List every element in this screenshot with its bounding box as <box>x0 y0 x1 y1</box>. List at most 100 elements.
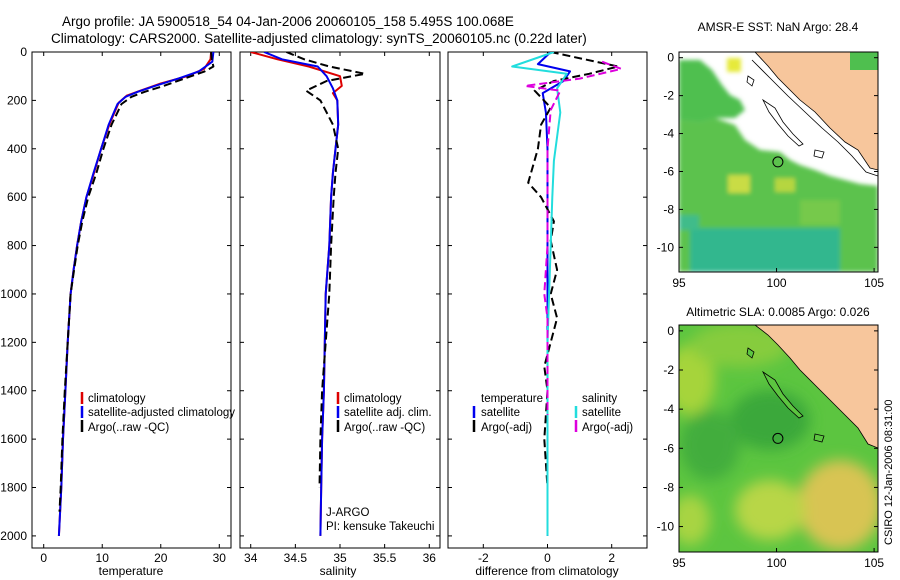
legend-label-satellite-adjusted: satellite-adjusted climatology <box>88 407 235 419</box>
y-tick-label: 800 <box>7 239 27 253</box>
temperature-legend: climatology satellite-adjusted climatolo… <box>80 392 235 434</box>
difference-panel: -2 0 2 difference from climatology tempera… <box>447 51 648 578</box>
map-y-tick-label: 0 <box>667 51 674 65</box>
y-tick-label: 200 <box>7 93 27 107</box>
map-y-tick-label: -6 <box>663 164 674 178</box>
salinity-plot-frame <box>239 51 441 549</box>
sst-patch-lightgreen <box>800 200 840 225</box>
map-x-tick-label: 105 <box>864 556 884 570</box>
sst-patch-yellow <box>728 175 750 193</box>
legend-heading-salinity: salinity <box>582 393 617 405</box>
series-line-climatology <box>57 52 213 536</box>
sst-patch-yellow3 <box>727 58 741 72</box>
sst-map-ticks: 0 -2 -4 -6 -8 -10 95 100 105 <box>657 51 885 290</box>
salinity-panel: 34 34.5 35 35.5 36 salinity climatology sate… <box>239 51 441 578</box>
y-tick-label: 1600 <box>0 432 27 446</box>
legend-label-sal-satellite: satellite <box>582 407 621 419</box>
map-x-tick-label: 100 <box>767 556 787 570</box>
series-line-satellite-adj-clim- <box>263 52 340 536</box>
sla-patch-orange <box>798 460 878 550</box>
salinity-y-ticks <box>240 51 440 537</box>
y-tick-label: 400 <box>7 142 27 156</box>
sst-land-topright-green <box>850 52 878 70</box>
sla-map-title: Altimetric SLA: 0.0085 Argo: 0.026 <box>686 305 870 319</box>
sla-map-frame <box>678 324 879 553</box>
legend-label-temp-argo: Argo(-adj) <box>481 422 532 434</box>
difference-legend: temperature salinity satellite satellite… <box>472 393 633 434</box>
legend-label-sal-argo: Argo(-adj) <box>582 422 633 434</box>
salinity-lines <box>250 52 366 536</box>
y-tick-label: 2000 <box>0 529 27 543</box>
series-line-climatology <box>250 52 343 536</box>
legend-heading-temperature: temperature <box>481 393 543 405</box>
y-tick-label: 1400 <box>0 384 27 398</box>
sst-island-1 <box>761 98 804 147</box>
sst-island-3 <box>813 149 825 159</box>
map-y-tick-label: -2 <box>663 363 674 377</box>
sla-patch-darkgreen2 <box>680 410 740 480</box>
x-tick-label: 0 <box>544 551 551 565</box>
sla-patch-lightgreen <box>690 325 790 367</box>
sla-patch-yellow2 <box>735 480 805 540</box>
sst-field <box>679 58 878 272</box>
x-tick-label: 34.5 <box>284 551 308 565</box>
legend-label-climatology: climatology <box>344 393 402 405</box>
series-line-argo-raw-qc- <box>286 52 366 488</box>
map-x-tick-label: 100 <box>767 276 787 290</box>
x-tick-label: 30 <box>213 551 227 565</box>
x-tick-label: 20 <box>154 551 168 565</box>
map-x-tick-label: 105 <box>864 276 884 290</box>
difference-lines <box>511 52 623 536</box>
sla-map-ticks: 0 -2 -4 -6 -8 -10 95 100 105 <box>657 324 885 570</box>
sla-field <box>679 325 878 550</box>
series-line-temperature-satellite <box>536 52 571 536</box>
temperature-panel: 0 200 400 600 800 1000 1200 1400 1600 1800 2000 0 1… <box>0 45 235 578</box>
figure-title-line2: Climatology: CARS2000. Satellite-adjuste… <box>51 31 587 46</box>
map-y-tick-label: 0 <box>667 324 674 338</box>
map-y-tick-label: -10 <box>657 520 675 534</box>
difference-x-ticks: -2 0 2 <box>478 52 615 565</box>
figure-title-line1: Argo profile: JA 5900518_54 04-Jan-2006 … <box>62 14 514 29</box>
temperature-y-ticks: 0 200 400 600 800 1000 1200 1400 1600 1800 2000 <box>0 45 231 543</box>
map-y-tick-label: -4 <box>663 127 674 141</box>
series-line-temperature-argo-adj- <box>527 52 620 488</box>
sst-map-panel: AMSR-E SST: NaN Argo: 28.4 0 -2 -4 -6 -8 -10 <box>657 20 885 290</box>
sst-map-frame <box>678 51 879 273</box>
temperature-x-ticks: 0 10 20 30 <box>40 52 226 565</box>
x-tick-label: 35 <box>333 551 347 565</box>
salinity-legend: climatology satellite adj. clim. Argo(..… <box>336 392 432 434</box>
y-tick-label: 1800 <box>0 481 27 495</box>
map-y-tick-label: -6 <box>663 441 674 455</box>
sla-map-area <box>679 325 878 552</box>
sla-patch-yellow3 <box>679 495 710 545</box>
sst-map-area <box>679 52 878 272</box>
float-program-label: J-ARGO <box>326 507 370 519</box>
float-pi-label: PI: kensuke Takeuchi <box>326 521 434 533</box>
sst-float-marker <box>772 156 784 168</box>
sst-land-sumatra <box>754 52 878 171</box>
sst-map-title: AMSR-E SST: NaN Argo: 28.4 <box>698 20 859 34</box>
sla-map-panel: Altimetric SLA: 0.0085 Argo: 0.026 0 -2 -4… <box>657 305 885 570</box>
x-tick-label: 36 <box>423 551 437 565</box>
legend-label-argo: Argo(..raw -QC) <box>344 422 425 434</box>
series-line-satellite-adjusted-climatology <box>57 52 215 536</box>
x-tick-label: 35.5 <box>373 551 397 565</box>
sst-patch-teal <box>690 228 840 272</box>
salinity-x-ticks: 34 34.5 35 35.5 36 <box>244 52 436 565</box>
map-y-tick-label: -8 <box>663 480 674 494</box>
sst-patch-yellow2 <box>775 178 795 192</box>
sla-land-sumatra <box>754 325 878 449</box>
salinity-xlabel: salinity <box>320 564 357 578</box>
map-y-tick-label: -2 <box>663 89 674 103</box>
y-tick-label: 600 <box>7 190 27 204</box>
x-tick-label: 34 <box>244 551 258 565</box>
y-tick-label: 1200 <box>0 335 27 349</box>
map-y-tick-label: -4 <box>663 402 674 416</box>
x-tick-label: 2 <box>608 551 615 565</box>
legend-label-satellite: satellite adj. clim. <box>344 407 432 419</box>
temperature-plot-frame <box>31 51 232 549</box>
sla-island-3 <box>813 433 825 443</box>
sla-island-2 <box>746 347 755 359</box>
map-y-tick-label: -8 <box>663 202 674 216</box>
side-label: CSIRO 12-Jan-2006 08:31:00 <box>883 399 895 545</box>
